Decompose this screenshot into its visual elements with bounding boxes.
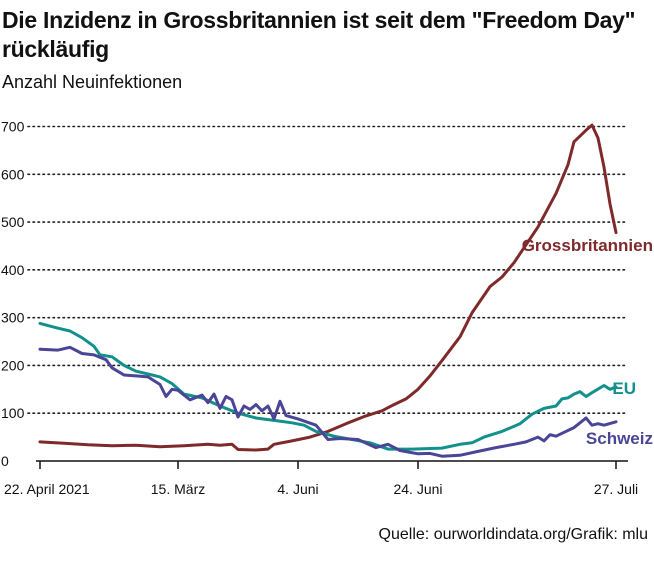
series-label-schweiz: Schweiz (586, 429, 653, 448)
series-labels: Grossbritannien EU Schweiz (522, 236, 653, 448)
source-note: Quelle: ourworldindata.org/Grafik: mlu (378, 526, 648, 543)
series-label-grossbritannien: Grossbritannien (522, 236, 653, 255)
x-tick-label: 27. Juli (594, 481, 638, 497)
y-tick-label-100: 100 (1, 405, 25, 421)
chart-title: Die Inzidenz in Grossbritannien ist seit… (2, 7, 636, 62)
series-lines (38, 123, 618, 458)
x-axis: 22. April 2021 15. März 4. Juni 24. Juni 27.… (4, 460, 638, 497)
x-tick-label: 24. Juni (393, 481, 442, 497)
series-line-grossbritannien (38, 123, 618, 452)
x-tick-label: 4. Juni (277, 481, 318, 497)
chart-subtitle: Anzahl Neuinfektionen (2, 72, 183, 92)
y-tick-label-700: 700 (1, 119, 25, 135)
y-tick-label-600: 600 (1, 166, 25, 182)
y-tick-label-200: 200 (1, 357, 25, 373)
y-tick-label-0: 0 (1, 453, 9, 469)
x-tick-label: 22. April 2021 (4, 481, 90, 497)
y-tick-label-300: 300 (1, 310, 25, 326)
gridlines (27, 125, 629, 415)
series-line-schweiz (38, 345, 618, 458)
series-label-eu: EU (612, 379, 636, 398)
y-tick-label-500: 500 (1, 214, 25, 230)
y-tick-label-400: 400 (1, 262, 25, 278)
x-tick-label: 15. März (151, 481, 205, 497)
y-axis-ticks: 0 100 200 300 400 500 600 700 (1, 119, 25, 470)
